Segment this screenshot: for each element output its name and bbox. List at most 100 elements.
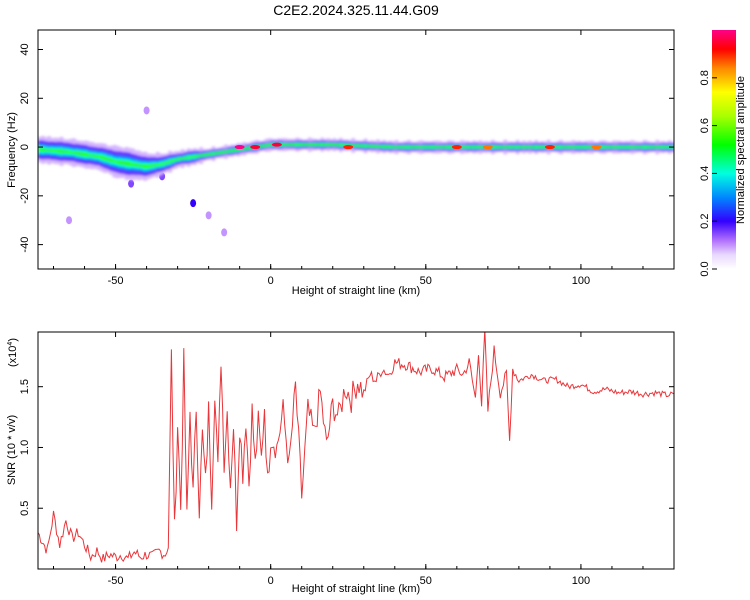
spectrogram-cell-91-4	[320, 143, 325, 147]
spectrogram-cell-42-4	[168, 159, 173, 164]
spectrogram-cell-142-4	[478, 145, 483, 149]
spectrogram-cell-116-4	[397, 145, 402, 149]
spectrogram-cell-106-4	[366, 144, 371, 148]
spectrogram-cell-54-4	[205, 153, 210, 157]
spectrogram-panel: -50 0 50 100 40 20 0 -20 -40 Height of straight…	[6, 29, 675, 297]
spectrogram-cell-195-4	[642, 145, 647, 149]
spectrogram-cell-8-4	[62, 149, 67, 154]
spectrogram-cell-28-4	[124, 160, 129, 166]
chart-title: C2E2.2024.325.11.44.G09	[273, 2, 439, 18]
spectrogram-blob-2	[190, 199, 197, 208]
colorbar-label: Normalized spectral amplitude	[735, 76, 747, 224]
colorbar-gradient	[712, 30, 736, 269]
spectrogram-cell-123-4	[419, 145, 424, 149]
spectrogram-cell-196-4	[646, 145, 650, 149]
spectrogram-cell-150-4	[503, 145, 508, 149]
spectrogram-peak-7	[591, 145, 602, 150]
spectrogram-cell-0-4	[38, 147, 42, 152]
spectrogram-cell-115-4	[394, 145, 399, 149]
spectrogram-x-tick-label-1: 0	[268, 275, 274, 287]
spectrogram-cell-31-4	[134, 162, 138, 167]
colorbar-tick-label-1: 0.2	[699, 214, 711, 229]
spectrogram-cell-197-4	[649, 145, 653, 149]
spectrogram-cell-152-4	[509, 145, 514, 149]
spectrogram-cell-202-4	[664, 145, 669, 149]
colorbar-tick-label-0: 0.0	[699, 261, 711, 276]
spectrogram-cell-3-4	[47, 148, 52, 152]
spectrogram-cell-137-4	[463, 145, 467, 149]
spectrogram-cell-44-4	[174, 158, 179, 162]
snr-y-multiplier: (x104)	[7, 338, 19, 367]
spectrogram-y-tick-label-1: 20	[19, 92, 31, 104]
spectrogram-peak-0	[234, 145, 245, 150]
spectrogram-y-tick-label-0: 40	[19, 43, 31, 55]
spectrogram-cell-7-4	[59, 149, 64, 154]
spectrogram-y-tick-label-2: 0	[19, 144, 31, 150]
spectrogram-cell-62-4	[230, 149, 235, 153]
spectrogram-cell-20-4	[100, 155, 104, 160]
spectrogram-cell-11-4	[72, 151, 76, 155]
spectrogram-blob-3	[205, 211, 212, 220]
spectrogram-cell-189-4	[624, 145, 629, 149]
spectrogram-cell-125-4	[425, 145, 430, 149]
spectrogram-cell-59-4	[221, 150, 225, 154]
colorbar-tick-label-4: 0.8	[699, 70, 711, 85]
spectrogram-cell-46-4	[180, 157, 185, 160]
spectrogram-cell-114-4	[391, 145, 396, 149]
spectrogram-cell-187-4	[618, 145, 622, 149]
snr-x-axis-label: Height of straight line (km)	[292, 583, 420, 595]
spectrogram-cell-107-4	[369, 144, 374, 148]
spectrogram-cell-24-4	[112, 159, 117, 163]
snr-y-tick-label-2: 1.5	[19, 379, 31, 394]
spectrogram-cell-159-4	[531, 145, 535, 149]
spectrogram-cell-58-4	[217, 151, 222, 155]
spectrogram-cell-149-4	[500, 145, 504, 149]
spectrogram-marks	[38, 106, 674, 237]
spectrogram-cell-129-4	[438, 145, 442, 149]
spectrogram-cell-17-4	[90, 154, 95, 158]
spectrogram-cell-72-4	[261, 144, 266, 148]
spectrogram-cell-39-4	[158, 162, 163, 166]
spectrogram-cell-188-4	[621, 145, 625, 149]
spectrogram-x-ticks: -50 0 50 100	[53, 30, 675, 287]
spectrogram-cell-94-4	[329, 143, 334, 147]
spectrogram-cell-169-4	[562, 145, 567, 149]
spectrogram-cell-66-4	[242, 147, 247, 151]
spectrogram-cell-16-4	[87, 153, 92, 157]
spectrogram-cell-112-4	[385, 145, 390, 149]
spectrogram-cell-12-4	[75, 151, 79, 156]
spectrogram-cell-18-4	[93, 154, 98, 158]
svg-text:(x104): (x104)	[7, 338, 19, 367]
spectrogram-cell-160-4	[534, 145, 539, 149]
spectrogram-cell-198-4	[652, 145, 656, 149]
spectrogram-cell-128-4	[435, 145, 439, 149]
spectrogram-cell-26-4	[118, 160, 123, 165]
spectrogram-cell-86-4	[304, 143, 309, 147]
spectrogram-cell-120-4	[410, 145, 414, 149]
spectrogram-cell-185-4	[611, 145, 616, 149]
snr-x-tick-label-1: 0	[268, 575, 274, 587]
spectrogram-cell-4-4	[50, 148, 55, 153]
spectrogram-cell-199-4	[655, 145, 660, 149]
spectrogram-cell-122-4	[416, 145, 421, 149]
spectrogram-y-tick-label-4: -40	[19, 237, 31, 253]
spectrogram-cell-93-4	[326, 143, 331, 147]
spectrogram-cell-25-4	[115, 160, 120, 164]
spectrogram-cell-194-4	[639, 145, 644, 149]
spectrogram-cell-88-4	[311, 143, 315, 147]
snr-y-tick-label-0: 0.5	[19, 501, 31, 516]
spectrogram-peak-6	[544, 145, 555, 150]
colorbar: 0.0 0.2 0.4 0.6 0.8 Normalized spectral ampl…	[699, 30, 747, 277]
spectrogram-cell-21-4	[103, 156, 107, 161]
spectrogram-cell-51-4	[196, 154, 200, 158]
spectrogram-cell-63-4	[233, 148, 238, 152]
spectrogram-cell-23-4	[109, 158, 114, 163]
spectrogram-cell-156-4	[521, 145, 526, 149]
spectrogram-cell-132-4	[447, 145, 452, 149]
spectrogram-cell-38-4	[155, 163, 160, 167]
spectrogram-cell-83-4	[295, 143, 300, 147]
spectrogram-cell-36-4	[149, 164, 154, 168]
spectrogram-cell-53-4	[202, 153, 207, 157]
spectrogram-cell-48-4	[186, 156, 191, 160]
